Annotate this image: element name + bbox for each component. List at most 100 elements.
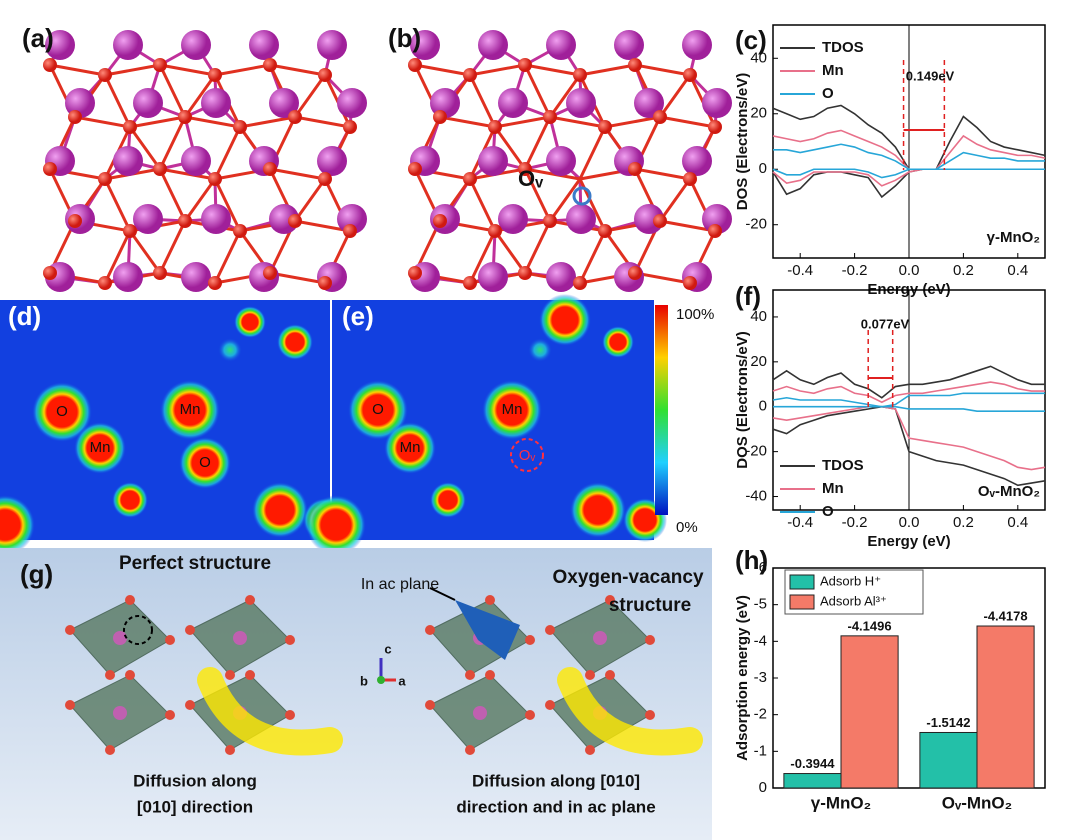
o-atom	[68, 110, 82, 124]
mn-atom	[614, 30, 644, 60]
mn-atom	[634, 88, 664, 118]
atom	[225, 670, 235, 680]
bond	[128, 230, 162, 274]
mn-atom	[201, 204, 231, 234]
mn-atom	[113, 30, 143, 60]
panel-label: (d)	[8, 301, 41, 331]
charge-blob	[218, 338, 242, 362]
dos-line	[772, 381, 1045, 404]
bond	[604, 115, 661, 129]
g-caption: [010] direction	[137, 797, 253, 816]
bond	[294, 115, 351, 129]
g-caption: direction and in ac plane	[456, 797, 655, 816]
atom-label: O	[56, 403, 68, 420]
colorbar-min: 0%	[676, 519, 698, 536]
legend-label: Mn	[822, 62, 844, 79]
colorbar-max: 100%	[676, 306, 714, 323]
g-title: Perfect structure	[119, 553, 271, 574]
bond	[103, 74, 132, 128]
mn-atom	[317, 146, 347, 176]
bond	[579, 63, 636, 77]
bond	[468, 178, 497, 232]
bar	[976, 625, 1035, 789]
bond	[159, 167, 216, 181]
bond	[659, 115, 716, 129]
bond	[103, 178, 132, 232]
charge-blob	[0, 495, 35, 555]
bar-value-label: -4.4178	[984, 608, 1028, 623]
o-atom	[178, 110, 192, 124]
axis-b: b	[360, 673, 368, 688]
mn-atom	[702, 204, 732, 234]
atom	[65, 700, 75, 710]
y-tick-label: -1	[754, 742, 767, 759]
y-tick-label: -20	[745, 443, 767, 460]
atom	[525, 710, 535, 720]
x-axis-label: Energy (eV)	[867, 533, 950, 550]
atom	[113, 706, 127, 720]
o-atom	[68, 214, 82, 228]
colorbar	[655, 305, 668, 515]
bond	[634, 167, 691, 181]
o-atom	[208, 276, 222, 290]
bond	[158, 116, 187, 170]
x-tick-label: -0.4	[787, 262, 813, 279]
atom	[485, 670, 495, 680]
y-tick-label: 40	[750, 49, 767, 66]
bond	[578, 230, 607, 284]
atom	[425, 700, 435, 710]
bond	[74, 115, 131, 129]
o-atom	[208, 68, 222, 82]
bond	[213, 178, 242, 232]
atom	[593, 631, 607, 645]
bond	[578, 126, 607, 180]
bond	[548, 178, 582, 222]
y-tick-label: -4	[754, 632, 767, 649]
atom	[545, 700, 555, 710]
charge-blob	[570, 482, 626, 538]
panel-label: (b)	[388, 23, 421, 53]
bond	[159, 63, 216, 77]
o-atom	[98, 68, 112, 82]
bond	[104, 63, 161, 77]
o-atom	[408, 58, 422, 72]
charge-blob	[234, 306, 266, 338]
y-tick-label: -3	[754, 669, 767, 686]
o-atom	[408, 266, 422, 280]
bond	[494, 115, 551, 129]
o-atom	[628, 162, 642, 176]
o-atom	[463, 276, 477, 290]
o-atom	[98, 172, 112, 186]
bond	[414, 63, 471, 77]
o-atom	[683, 68, 697, 82]
y-tick-label: -5	[754, 596, 767, 613]
o-atom	[263, 162, 277, 176]
y-axis-label: DOS (Electrons/eV)	[734, 331, 751, 469]
o-atom	[288, 110, 302, 124]
o-atom	[518, 58, 532, 72]
atom	[165, 635, 175, 645]
bond	[469, 63, 526, 77]
mn-atom	[181, 262, 211, 292]
o-atom	[573, 68, 587, 82]
bar	[840, 635, 899, 789]
o-atom	[653, 110, 667, 124]
mn-atom	[269, 88, 299, 118]
charge-blob	[306, 495, 366, 555]
bond	[523, 168, 552, 222]
atom	[465, 670, 475, 680]
bar-value-label: -0.3944	[790, 756, 835, 771]
o-atom	[463, 68, 477, 82]
bond	[549, 115, 606, 129]
atom	[105, 670, 115, 680]
y-tick-label: 0	[759, 398, 767, 415]
legend-label: Mn	[822, 480, 844, 497]
y-tick-label: 20	[750, 353, 767, 370]
bond	[128, 126, 162, 170]
legend-swatch	[789, 594, 815, 610]
arrow	[429, 587, 456, 601]
bond	[49, 63, 106, 77]
bond	[213, 230, 242, 284]
o-atom	[708, 224, 722, 238]
